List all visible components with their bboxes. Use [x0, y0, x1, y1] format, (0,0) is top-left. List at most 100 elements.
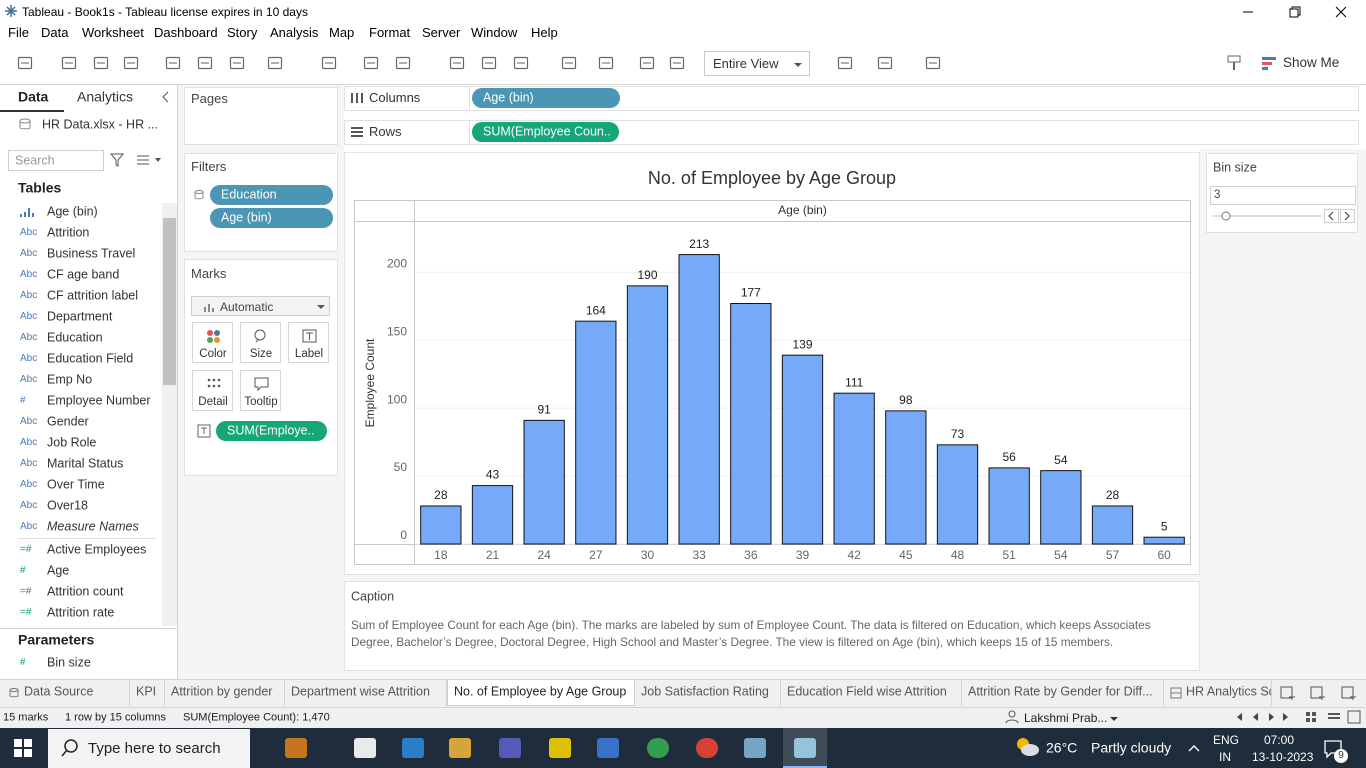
- field-name[interactable]: Education: [47, 330, 103, 345]
- user-dropdown[interactable]: [1108, 712, 1120, 724]
- show-me-icon[interactable]: [1261, 55, 1277, 71]
- columns-pill[interactable]: Age (bin): [472, 88, 620, 108]
- scrollbar-thumb[interactable]: [163, 218, 176, 385]
- filter-pill[interactable]: Education: [210, 185, 333, 205]
- toolbar-icon[interactable]: [228, 54, 246, 72]
- language[interactable]: ENG: [1213, 732, 1240, 747]
- toolbar-icon[interactable]: [512, 54, 530, 72]
- toolbar-icon[interactable]: [394, 54, 412, 72]
- pane-tab[interactable]: Analytics: [77, 88, 134, 105]
- toolbar-icon[interactable]: [362, 54, 380, 72]
- taskbar-app[interactable]: [645, 736, 671, 760]
- mark-button[interactable]: Detail: [192, 370, 233, 411]
- sheet-tab[interactable]: Attrition Rate by Gender for Diff...: [962, 680, 1164, 706]
- field-name[interactable]: CF age band: [47, 267, 120, 282]
- sheet-tab[interactable]: Education Field wise Attrition: [781, 680, 962, 706]
- menu-item[interactable]: Server: [422, 25, 461, 41]
- bin-size-slider[interactable]: [1210, 209, 1356, 223]
- toolbar-icon[interactable]: [560, 54, 578, 72]
- taskbar-app[interactable]: [742, 736, 768, 760]
- field-name[interactable]: Attrition rate: [47, 605, 115, 620]
- sheet-tab[interactable]: Department wise Attrition: [285, 680, 447, 706]
- pane-tab[interactable]: Data: [18, 88, 49, 105]
- field-name[interactable]: Attrition count: [47, 584, 124, 599]
- menu-item[interactable]: Map: [329, 25, 355, 41]
- sheet-navigation[interactable]: [1232, 710, 1296, 724]
- mark-type-dropdown[interactable]: Automatic: [191, 296, 330, 316]
- toolbar-icon[interactable]: [480, 54, 498, 72]
- toolbar-icon[interactable]: [668, 54, 686, 72]
- field-name[interactable]: Bin size: [47, 655, 91, 670]
- toolbar-icon[interactable]: [597, 54, 615, 72]
- field-name[interactable]: Marital Status: [47, 456, 124, 471]
- mark-button[interactable]: Size: [240, 322, 281, 363]
- new-sheet-button[interactable]: [1309, 684, 1327, 702]
- clock-time[interactable]: 07:00: [1264, 732, 1295, 747]
- toolbar-icon[interactable]: [320, 54, 338, 72]
- field-name[interactable]: Employee Number: [47, 393, 151, 408]
- field-name[interactable]: Over Time: [47, 477, 105, 492]
- taskbar-search[interactable]: Type here to search: [48, 729, 250, 768]
- mark-pill[interactable]: SUM(Employe..: [216, 421, 327, 441]
- sheet-tab[interactable]: Attrition by gender: [165, 680, 285, 706]
- menu-item[interactable]: Window: [471, 25, 518, 41]
- collapse-icon[interactable]: [160, 90, 172, 104]
- field-name[interactable]: Age (bin): [47, 204, 98, 219]
- field-name[interactable]: Attrition: [47, 225, 90, 240]
- rows-pill[interactable]: SUM(Employee Coun..: [472, 122, 619, 142]
- sheet-tab[interactable]: No. of Employee by Age Group: [447, 680, 635, 706]
- sheet-tab[interactable]: Job Satisfaction Rating: [635, 680, 781, 706]
- toolbar-icon[interactable]: [60, 54, 78, 72]
- field-name[interactable]: Gender: [47, 414, 89, 429]
- view-icon[interactable]: [134, 152, 162, 168]
- toolbar-icon[interactable]: [122, 54, 140, 72]
- sheet-tab[interactable]: Data Source: [0, 680, 130, 706]
- show-me[interactable]: Show Me: [1283, 54, 1340, 70]
- toolbar-icon[interactable]: [164, 54, 182, 72]
- filter-icon[interactable]: [109, 152, 125, 168]
- field-name[interactable]: Job Role: [47, 435, 97, 450]
- clock-date[interactable]: 13-10-2023: [1252, 749, 1314, 764]
- menu-item[interactable]: Story: [227, 25, 258, 41]
- new-sheet-button[interactable]: [1279, 684, 1297, 702]
- toolbar-icon[interactable]: [836, 54, 854, 72]
- menu-item[interactable]: Data: [41, 25, 69, 41]
- toolbar-icon[interactable]: [266, 54, 284, 72]
- menu-item[interactable]: File: [8, 25, 29, 41]
- toolbar-icon[interactable]: [924, 54, 942, 72]
- field-name[interactable]: Business Travel: [47, 246, 136, 261]
- close-button[interactable]: [1333, 4, 1349, 20]
- restore-button[interactable]: [1287, 4, 1303, 20]
- taskbar-app[interactable]: [694, 736, 720, 760]
- taskbar-app[interactable]: [497, 736, 523, 760]
- notification-icon[interactable]: [1322, 737, 1346, 761]
- toolbar-icon[interactable]: [876, 54, 894, 72]
- menu-item[interactable]: Dashboard: [154, 25, 218, 41]
- taskbar-app[interactable]: [595, 736, 621, 760]
- start-button[interactable]: [12, 737, 34, 759]
- new-sheet-button[interactable]: [1340, 684, 1358, 702]
- field-name[interactable]: Measure Names: [47, 519, 139, 534]
- mark-button[interactable]: Label: [288, 322, 329, 363]
- field-name[interactable]: Department: [47, 309, 113, 324]
- toolbar-icon[interactable]: [196, 54, 214, 72]
- toolbar-icon[interactable]: [92, 54, 110, 72]
- taskbar-app[interactable]: [792, 736, 818, 760]
- taskbar-app[interactable]: [447, 736, 473, 760]
- toolbar-icon[interactable]: [638, 54, 656, 72]
- format-icon[interactable]: [1225, 54, 1243, 72]
- taskbar-app[interactable]: [547, 736, 573, 760]
- field-name[interactable]: Education Field: [47, 351, 134, 366]
- taskbar-app[interactable]: [283, 736, 309, 760]
- sheet-tab[interactable]: HR Analytics Sc: [1164, 680, 1272, 706]
- filter-pill[interactable]: Age (bin): [210, 208, 333, 228]
- menu-item[interactable]: Help: [531, 25, 558, 41]
- toolbar-icon[interactable]: [448, 54, 466, 72]
- tray-chevron[interactable]: [1186, 741, 1202, 755]
- view-toggle[interactable]: [1304, 710, 1362, 724]
- search-box[interactable]: Search: [8, 150, 104, 171]
- toolbar-icon[interactable]: [16, 54, 34, 72]
- region[interactable]: IN: [1219, 749, 1231, 764]
- taskbar-app[interactable]: [352, 736, 378, 760]
- fit-dropdown[interactable]: Entire View: [704, 51, 810, 76]
